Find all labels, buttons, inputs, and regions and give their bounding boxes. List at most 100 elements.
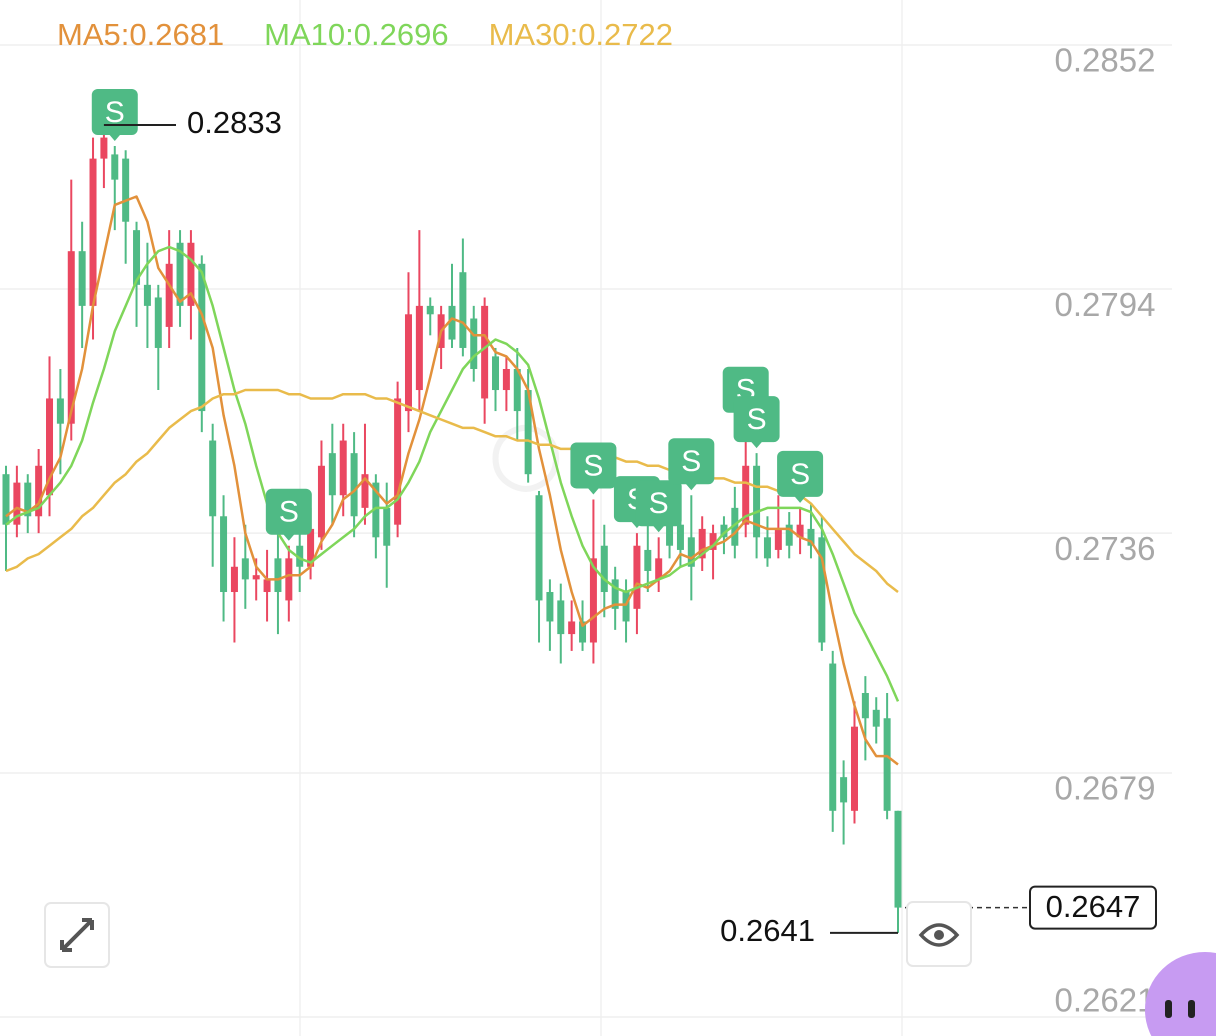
last-price-box <box>1029 885 1157 930</box>
candle-body <box>622 592 630 622</box>
low-label: 0.2641 <box>720 913 815 948</box>
candle-body <box>394 398 402 525</box>
candle-body <box>285 558 293 601</box>
marker-badge <box>733 396 780 443</box>
candle-body <box>143 284 151 306</box>
candle-body <box>535 495 543 601</box>
candle-body <box>731 507 739 546</box>
marker-badge <box>570 442 617 489</box>
candle-body <box>687 537 695 567</box>
candle-body <box>459 272 467 348</box>
candle-body <box>100 137 108 159</box>
candle-body <box>372 482 380 538</box>
sell-marker: S <box>91 88 138 141</box>
candle-body <box>404 314 412 412</box>
sell-marker: S <box>733 396 780 449</box>
candle-body <box>154 297 162 348</box>
candle-body <box>307 528 315 567</box>
candle-body <box>78 251 86 306</box>
plot: 0.2852 0.2794 0.2736 0.2679 0.2621 MA5:0.2681… <box>0 17 1172 1019</box>
candle-body <box>644 549 652 571</box>
candle-body <box>807 528 815 546</box>
y-tick-label: 0.2852 <box>1055 42 1156 79</box>
marker-badge <box>265 488 312 535</box>
expand-button[interactable] <box>44 902 110 968</box>
marker-label: S <box>747 403 767 436</box>
marker-label: S <box>279 496 299 529</box>
candle-body <box>709 533 717 550</box>
y-tick-label: 0.2679 <box>1055 770 1156 807</box>
candle-body <box>633 545 641 609</box>
blob[interactable] <box>1145 952 1216 1036</box>
candle-body <box>56 398 64 424</box>
candle-body <box>513 369 521 412</box>
candle-body <box>176 242 184 306</box>
candle-body <box>666 524 674 546</box>
y-tick-label: 0.2621 <box>1055 982 1156 1019</box>
candle-body <box>448 305 456 340</box>
assistant-blob[interactable] <box>1145 952 1216 1036</box>
candle-body <box>589 558 597 643</box>
candle-body <box>600 545 608 593</box>
marker-label: S <box>790 458 810 491</box>
sell-marker: S <box>635 480 682 533</box>
candle-body <box>829 663 837 811</box>
candle-body <box>557 600 565 635</box>
candle-body <box>850 726 858 811</box>
sell-marker: S <box>265 488 312 541</box>
ma-line <box>5 245 900 702</box>
candle-body <box>122 158 130 222</box>
candle-body <box>883 718 891 811</box>
candle-body <box>579 621 587 643</box>
candle-body <box>209 440 217 517</box>
candle-body <box>187 242 195 306</box>
y-tick-label: 0.2794 <box>1055 286 1156 323</box>
marker-label: S <box>681 445 701 478</box>
candle-body <box>274 558 282 593</box>
candle-body <box>818 537 826 643</box>
candle-body <box>763 537 771 559</box>
blob-eye <box>1188 1000 1195 1018</box>
marker-label: S <box>583 449 603 482</box>
marker-pointer <box>587 487 600 495</box>
candle-body <box>753 465 761 538</box>
candle-body <box>492 356 500 391</box>
candle-body <box>415 305 423 391</box>
candle-body <box>67 251 75 424</box>
candle-body <box>328 453 336 496</box>
marker-pointer <box>750 441 763 449</box>
blob-eye <box>1165 1000 1172 1018</box>
marker-badge <box>777 450 824 497</box>
eye-button[interactable] <box>906 901 972 967</box>
candle-body <box>568 621 576 635</box>
marker-pointer <box>108 133 121 141</box>
candle-body <box>241 558 249 580</box>
candle-body <box>24 482 32 517</box>
candle-body <box>720 524 728 538</box>
marker-pointer <box>685 483 698 491</box>
candle-body <box>894 810 902 908</box>
candle-body <box>481 305 489 399</box>
sell-marker: S <box>668 438 715 491</box>
candle-body <box>252 575 260 580</box>
candle-body <box>133 230 141 285</box>
candle-body <box>220 516 228 593</box>
candle-body <box>198 263 206 412</box>
candle-body <box>426 305 434 315</box>
candle-body <box>339 440 347 496</box>
marker-badge <box>91 88 138 135</box>
candle-body <box>524 390 532 475</box>
marker-pointer <box>794 495 807 503</box>
expand-icon <box>60 918 94 952</box>
candle-body <box>774 528 782 550</box>
candle-body <box>89 158 97 306</box>
marker-label: S <box>649 487 669 520</box>
candle-body <box>230 566 238 593</box>
candle-body <box>383 507 391 546</box>
marker-badge <box>668 438 715 485</box>
candle-body <box>796 524 804 538</box>
candle-body <box>655 558 663 580</box>
candle-body <box>676 524 684 550</box>
high-label: 0.2833 <box>187 105 282 140</box>
